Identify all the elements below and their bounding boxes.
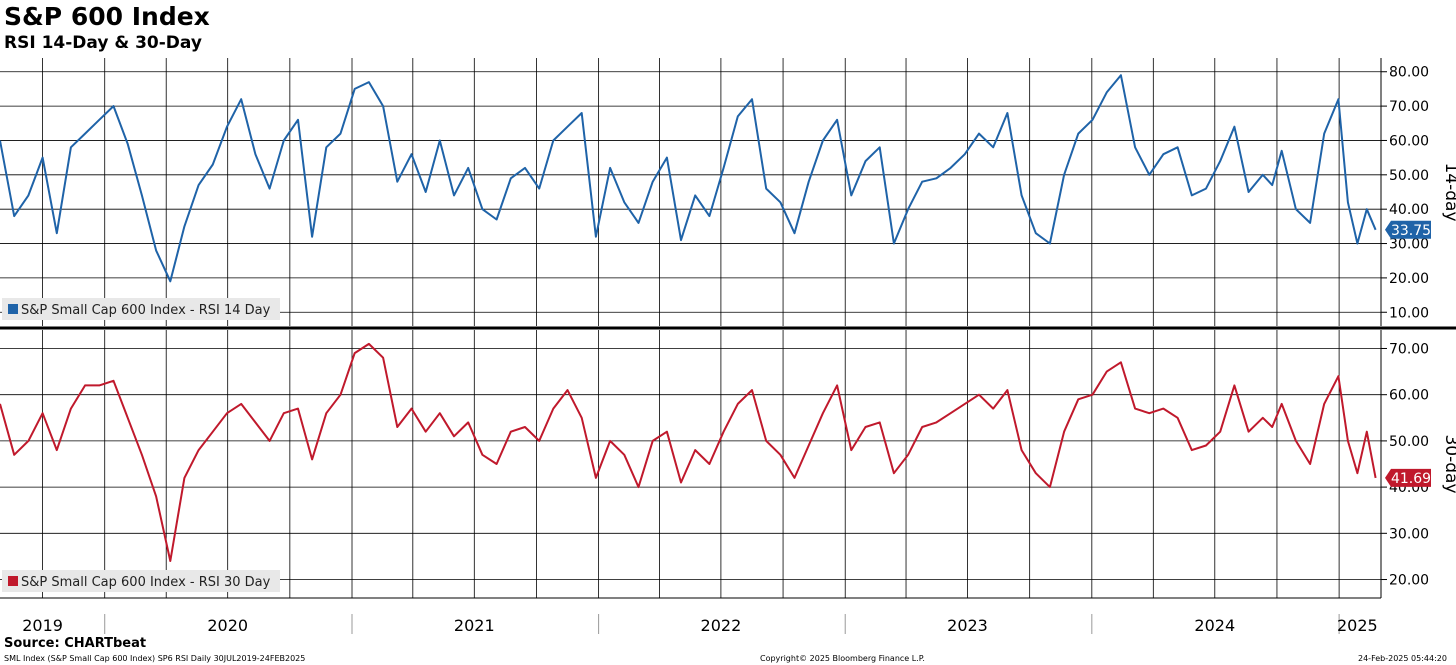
rsi-chart: 10.00 20.00 30.00 40.00 50.00 60.00 70.00 80.00… <box>0 58 1456 635</box>
footer-timestamp: 24-Feb-2025 05:44:20 <box>1358 654 1447 663</box>
y-tick-label: 40.00 <box>1389 202 1429 218</box>
legend-swatch <box>8 304 18 314</box>
page-title: S&P 600 Index <box>4 2 210 31</box>
y-axis-title: 14-day <box>1441 162 1456 221</box>
legend-background <box>2 570 280 592</box>
y-tick-label: 50.00 <box>1389 434 1429 450</box>
legend-swatch <box>8 576 18 586</box>
y-axis-title: 30-day <box>1441 434 1456 493</box>
legend-label: S&P Small Cap 600 Index - RSI 30 Day <box>21 575 271 590</box>
last-value-label: 33.75 <box>1391 223 1431 239</box>
x-year-label: 2020 <box>207 616 248 635</box>
last-value-label: 41.69 <box>1391 471 1431 487</box>
y-tick-label: 20.00 <box>1389 271 1429 287</box>
x-year-label: 2022 <box>701 616 742 635</box>
series-line-bottom <box>0 342 1377 562</box>
page-subtitle: RSI 14-Day & 30-Day <box>4 33 202 53</box>
last-value-box <box>1385 468 1431 487</box>
last-value-tag: 33.75 <box>1385 220 1431 239</box>
y-tick-label: 30.00 <box>1389 526 1429 542</box>
legend-label: S&P Small Cap 600 Index - RSI 14 Day <box>21 303 271 318</box>
legend: S&P Small Cap 600 Index - RSI 30 Day <box>2 570 280 592</box>
footer-copyright: Copyright© 2025 Bloomberg Finance L.P. <box>760 654 925 663</box>
y-tick-label: 30.00 <box>1389 237 1429 253</box>
x-year-label: 2025 <box>1337 616 1378 635</box>
x-year-label: 2023 <box>947 616 988 635</box>
series-line-top <box>0 74 1377 283</box>
y-tick-label: 60.00 <box>1389 388 1429 404</box>
y-tick-label: 60.00 <box>1389 133 1429 149</box>
last-value-box <box>1385 220 1431 239</box>
legend-background <box>2 298 280 320</box>
footer-left: SML Index (S&P Small Cap 600 Index) SP6 … <box>4 654 306 663</box>
y-tick-label: 70.00 <box>1389 341 1429 357</box>
source-label: Source: CHARTbeat <box>4 636 147 651</box>
x-year-label: 2021 <box>454 616 495 635</box>
y-tick-label: 20.00 <box>1389 573 1429 589</box>
y-tick-label: 80.00 <box>1389 65 1429 81</box>
y-tick-label: 50.00 <box>1389 168 1429 184</box>
x-year-label: 2019 <box>22 616 63 635</box>
y-tick-label: 10.00 <box>1389 305 1429 321</box>
y-tick-label: 70.00 <box>1389 99 1429 115</box>
legend: S&P Small Cap 600 Index - RSI 14 Day <box>2 298 280 320</box>
x-year-label: 2024 <box>1194 616 1235 635</box>
last-value-tag: 41.69 <box>1385 468 1431 487</box>
